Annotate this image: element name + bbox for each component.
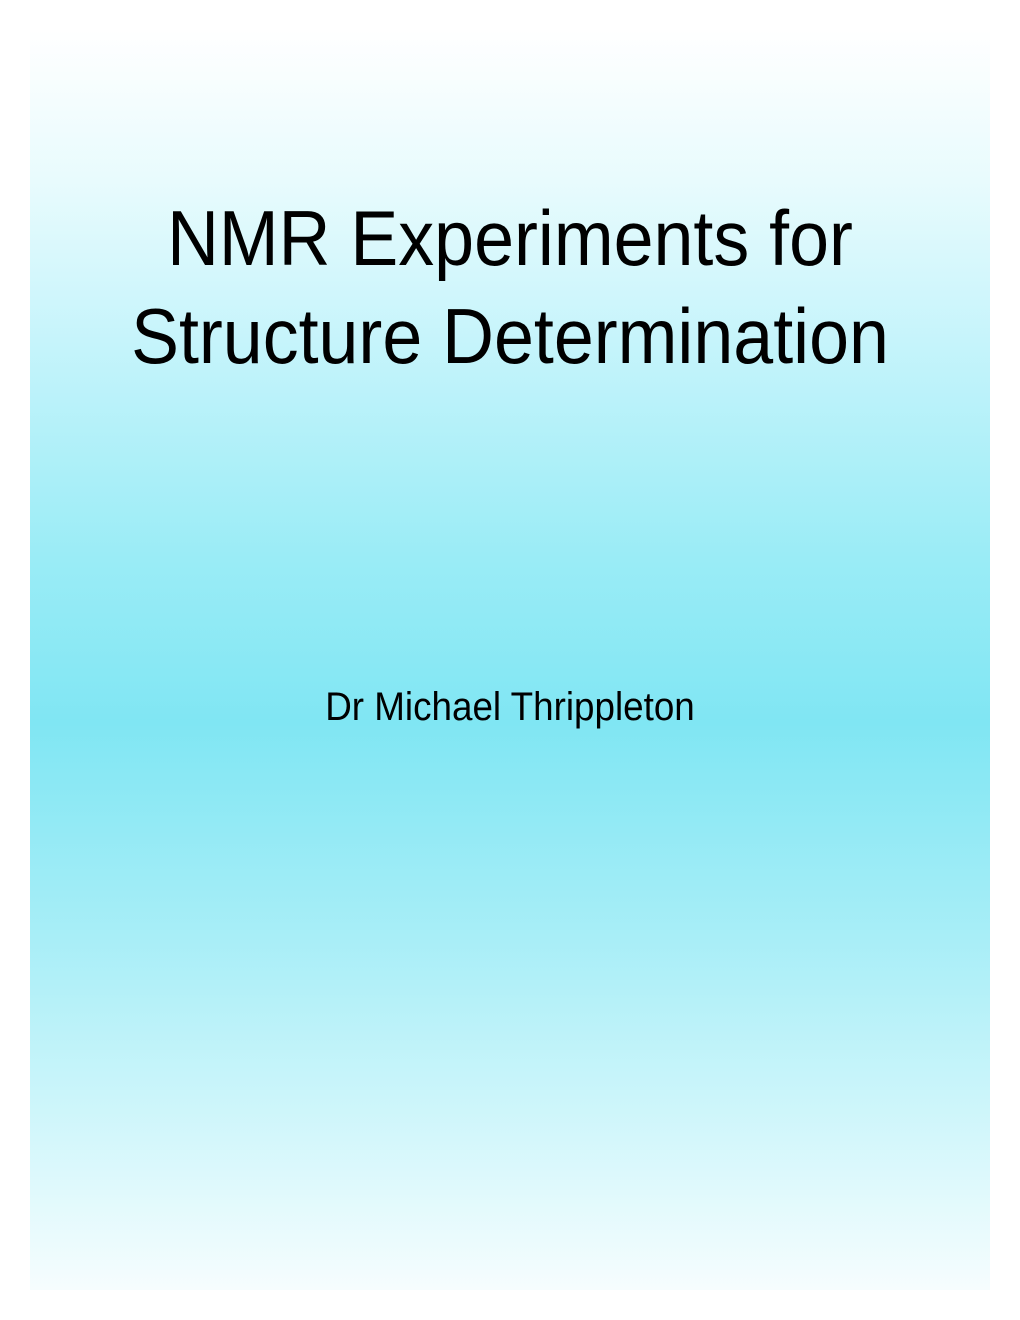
page: NMR Experiments for Structure Determinat…	[0, 0, 1020, 1320]
slide-title-line2: Structure Determination	[68, 288, 951, 386]
slide-title: NMR Experiments for Structure Determinat…	[68, 30, 951, 385]
slide-author: Dr Michael Thrippleton	[68, 685, 951, 730]
slide-title-line1: NMR Experiments for	[68, 190, 951, 288]
title-slide: NMR Experiments for Structure Determinat…	[30, 30, 990, 1290]
